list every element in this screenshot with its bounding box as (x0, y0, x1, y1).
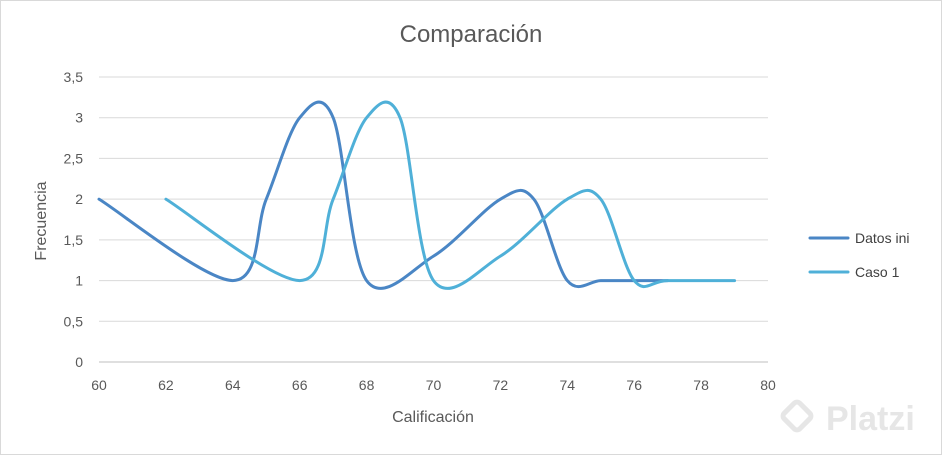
y-tick-label: 0 (75, 354, 83, 370)
chart-title: Comparación (400, 21, 543, 48)
x-tick-label: 80 (760, 377, 776, 393)
y-tick-label: 2 (75, 191, 83, 207)
y-tick-label: 1,5 (64, 232, 84, 248)
x-tick-label: 66 (292, 377, 308, 393)
legend-label: Datos ini (855, 230, 909, 246)
y-axis-ticks: 0 0,5 1 1,5 2 2,5 3 3,5 (64, 69, 84, 370)
x-tick-label: 74 (560, 377, 576, 393)
platzi-logo-icon (780, 399, 814, 433)
y-tick-label: 2,5 (64, 150, 84, 166)
series-lines (97, 100, 737, 290)
legend-label: Caso 1 (855, 264, 900, 280)
y-tick-label: 0,5 (64, 313, 84, 329)
y-axis-title: Frecuencia (33, 181, 50, 260)
gridlines (99, 76, 768, 363)
x-tick-label: 68 (359, 377, 375, 393)
x-tick-label: 72 (493, 377, 509, 393)
watermark-text: Platzi (826, 400, 915, 438)
x-tick-label: 64 (225, 377, 241, 393)
x-axis-title: Calificación (392, 409, 474, 426)
x-tick-label: 70 (426, 377, 442, 393)
series-line-1 (97, 100, 670, 290)
x-tick-label: 62 (158, 377, 174, 393)
x-tick-label: 78 (693, 377, 709, 393)
x-tick-label: 60 (91, 377, 107, 393)
legend: Datos ini Caso 1 (808, 230, 909, 280)
y-tick-label: 1 (75, 273, 83, 289)
watermark: Platzi (780, 399, 915, 438)
y-tick-label: 3 (75, 110, 83, 126)
series-line-2 (164, 100, 737, 290)
x-axis-ticks: 60 62 64 66 68 70 72 74 76 78 80 (91, 377, 776, 393)
x-tick-label: 76 (626, 377, 642, 393)
y-tick-label: 3,5 (64, 69, 84, 85)
